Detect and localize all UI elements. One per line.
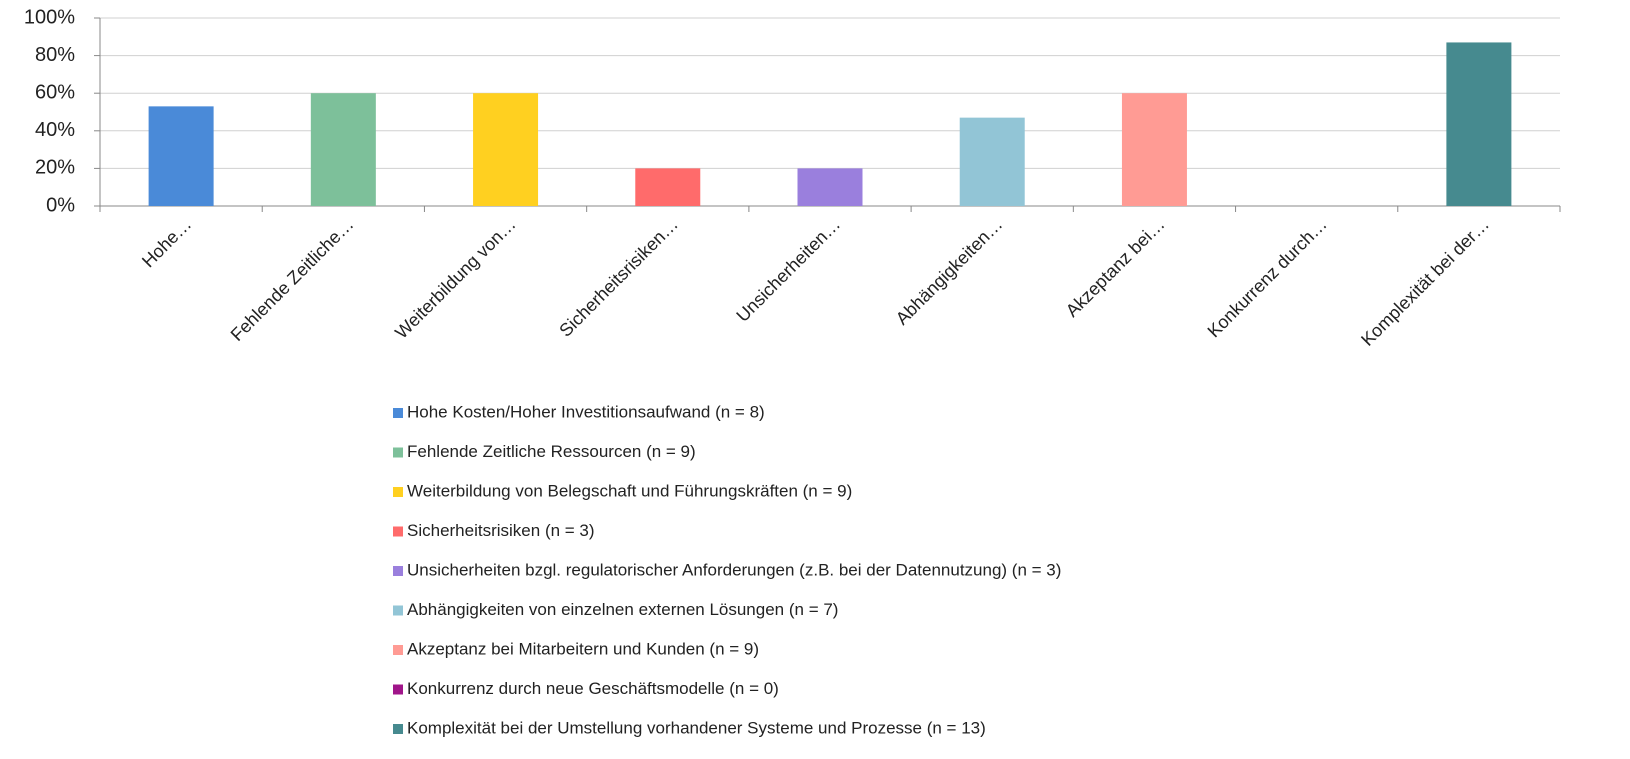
legend-marker: [393, 447, 403, 458]
legend-marker: [393, 566, 403, 576]
y-tick-label: 100%: [24, 6, 75, 28]
bar: [1121, 93, 1187, 206]
legend-label: Hohe Kosten/Hoher Investitionsaufwand (n…: [407, 402, 765, 421]
x-tick-label: Weiterbildung von…: [391, 214, 520, 343]
legend-label: Komplexität bei der Umstellung vorhanden…: [407, 718, 986, 737]
legend-marker: [393, 645, 403, 655]
bar: [473, 93, 539, 206]
y-tick-label: 40%: [35, 119, 75, 141]
legend-marker: [393, 408, 403, 418]
legend-marker: [393, 605, 403, 616]
bar: [1446, 42, 1512, 206]
bar: [959, 117, 1025, 206]
y-tick-label: 80%: [35, 44, 75, 66]
legend-label: Konkurrenz durch neue Geschäftsmodelle (…: [407, 679, 779, 698]
x-tick-label: Akzeptanz bei…: [1062, 214, 1169, 321]
legend-label: Fehlende Zeitliche Ressourcen (n = 9): [407, 442, 696, 461]
bar: [310, 93, 376, 206]
y-tick-label: 60%: [35, 81, 75, 103]
legend-marker: [393, 526, 403, 537]
legend-label: Akzeptanz bei Mitarbeitern und Kunden (n…: [407, 639, 759, 658]
legend-label: Unsicherheiten bzgl. regulatorischer Anf…: [407, 560, 1061, 579]
legend-marker: [393, 684, 403, 695]
legend-marker: [393, 724, 403, 734]
legend-label: Sicherheitsrisiken (n = 3): [407, 521, 595, 540]
y-tick-label: 0%: [46, 194, 75, 216]
x-tick-label: Abhängigkeiten…: [892, 214, 1007, 329]
x-tick-label: Sicherheitsrisiken…: [555, 214, 682, 341]
legend-marker: [393, 487, 403, 497]
x-tick-label: Hohe…: [138, 214, 195, 271]
legend-label: Abhängigkeiten von einzelnen externen Lö…: [407, 600, 838, 619]
bar: [797, 168, 863, 206]
x-tick-label: Fehlende Zeitliche…: [227, 214, 358, 345]
x-tick-label: Unsicherheiten…: [732, 214, 844, 326]
x-tick-label: Komplexität bei der…: [1357, 214, 1493, 350]
legend-label: Weiterbildung von Belegschaft und Führun…: [407, 481, 852, 500]
y-tick-label: 20%: [35, 157, 75, 179]
bar: [635, 168, 701, 206]
bar: [148, 106, 214, 206]
x-tick-label: Konkurrenz durch…: [1204, 214, 1331, 341]
